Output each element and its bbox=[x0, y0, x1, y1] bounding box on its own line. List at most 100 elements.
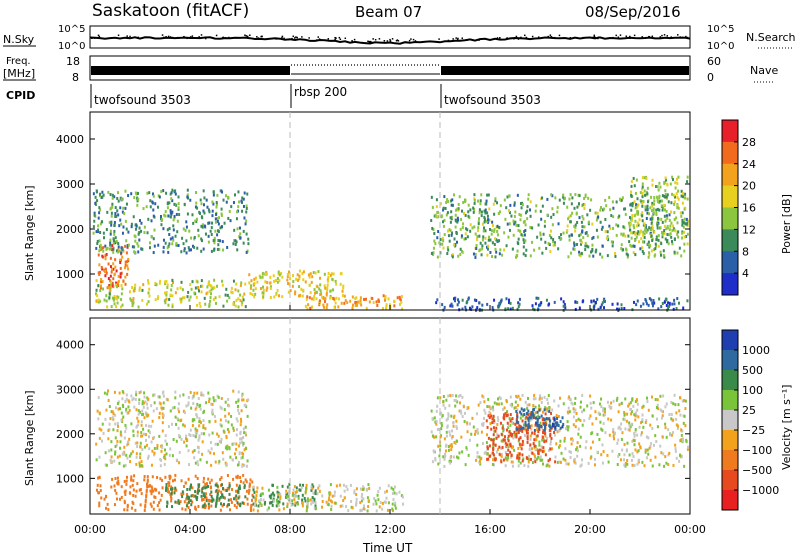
velocity-cell bbox=[470, 432, 473, 436]
noise-dot bbox=[256, 36, 258, 38]
power-cell bbox=[114, 241, 117, 245]
velocity-cell bbox=[101, 439, 104, 443]
power-cell bbox=[306, 307, 309, 311]
velocity-cell bbox=[543, 428, 546, 432]
velocity-cell bbox=[296, 502, 299, 506]
velocity-cell bbox=[98, 455, 101, 459]
power-cell bbox=[681, 236, 684, 240]
velocity-cell bbox=[123, 490, 126, 494]
velocity-cell bbox=[205, 401, 208, 405]
velocity-cell bbox=[159, 498, 162, 502]
power-cell bbox=[298, 277, 301, 281]
power-cell bbox=[464, 305, 467, 309]
power-cell bbox=[327, 275, 330, 279]
noise-dot bbox=[558, 34, 561, 37]
power-cell bbox=[247, 242, 250, 246]
power-cell bbox=[149, 205, 152, 209]
power-cell bbox=[252, 288, 255, 292]
velocity-cell bbox=[185, 434, 188, 438]
power-cell bbox=[550, 193, 553, 197]
velocity-cell bbox=[503, 438, 506, 442]
power-cell bbox=[120, 305, 123, 309]
velocity-cell bbox=[130, 422, 133, 426]
velocity-cell bbox=[453, 399, 456, 403]
velocity-cell bbox=[499, 421, 502, 425]
power-cell bbox=[633, 184, 636, 188]
velocity-cell bbox=[480, 430, 483, 434]
velocity-cell bbox=[459, 409, 462, 413]
velocity-cell bbox=[139, 503, 142, 507]
power-cell bbox=[448, 239, 451, 243]
velocity-cell bbox=[140, 492, 143, 496]
velocity-cell bbox=[447, 414, 450, 418]
power-cell bbox=[646, 206, 649, 210]
power-cell bbox=[176, 230, 179, 234]
power-cell bbox=[489, 227, 492, 231]
power-cell bbox=[473, 201, 476, 205]
power-cell bbox=[259, 287, 262, 291]
power-cell bbox=[186, 193, 189, 197]
power-cell bbox=[125, 239, 128, 243]
velocity-cell bbox=[196, 402, 199, 406]
velocity-cell bbox=[601, 443, 604, 447]
velocity-cell bbox=[141, 402, 144, 406]
colorbar-segment bbox=[722, 251, 738, 274]
velocity-cell bbox=[299, 483, 302, 487]
velocity-cell bbox=[149, 489, 152, 493]
noise-dot bbox=[183, 35, 185, 38]
power-cell bbox=[639, 247, 642, 251]
power-cell bbox=[655, 235, 658, 239]
power-cell bbox=[193, 245, 196, 249]
y-tick-label: 4000 bbox=[56, 133, 84, 146]
velocity-cell bbox=[219, 508, 222, 512]
power-cell bbox=[247, 237, 250, 241]
power-cell bbox=[206, 291, 209, 295]
noise-dot bbox=[169, 36, 172, 38]
power-cell bbox=[220, 207, 223, 211]
power-cell bbox=[186, 212, 189, 216]
velocity-cell bbox=[623, 418, 626, 422]
velocity-cell bbox=[293, 494, 296, 498]
power-cell bbox=[165, 191, 168, 195]
velocity-cell bbox=[195, 413, 198, 417]
velocity-cell bbox=[158, 416, 161, 420]
velocity-cell bbox=[239, 423, 242, 427]
velocity-cell bbox=[525, 431, 528, 435]
power-cell bbox=[524, 223, 527, 227]
velocity-cell bbox=[654, 434, 657, 438]
velocity-cell bbox=[520, 412, 523, 416]
power-cell bbox=[165, 293, 168, 297]
power-cell bbox=[663, 224, 666, 228]
power-cell bbox=[431, 226, 434, 230]
velocity-cell bbox=[205, 460, 208, 464]
velocity-cell bbox=[439, 435, 442, 439]
colorbar-tick-label: −25 bbox=[742, 424, 765, 437]
power-cell bbox=[342, 286, 345, 290]
velocity-cell bbox=[455, 439, 458, 443]
velocity-cell bbox=[539, 455, 542, 459]
velocity-cell bbox=[346, 488, 349, 492]
power-cell bbox=[222, 304, 225, 308]
velocity-cell bbox=[147, 484, 150, 488]
power-cell bbox=[527, 193, 530, 197]
power-cell bbox=[400, 300, 403, 304]
power-cell bbox=[682, 192, 685, 196]
power-cell bbox=[101, 247, 104, 251]
power-cell bbox=[332, 288, 335, 292]
power-cell bbox=[469, 229, 472, 233]
power-cell bbox=[196, 246, 199, 250]
velocity-cell bbox=[180, 479, 183, 483]
power-cell bbox=[637, 230, 640, 234]
velocity-cell bbox=[450, 436, 453, 440]
power-cell bbox=[657, 244, 660, 248]
velocity-cell bbox=[279, 495, 282, 499]
power-cell bbox=[475, 299, 478, 303]
velocity-cell bbox=[185, 497, 188, 501]
power-cell bbox=[653, 196, 656, 200]
power-cell bbox=[683, 242, 686, 246]
velocity-cell bbox=[644, 421, 647, 425]
power-cell bbox=[124, 266, 127, 270]
power-cell bbox=[95, 230, 98, 234]
velocity-cell bbox=[598, 402, 601, 406]
velocity-cell bbox=[127, 411, 130, 415]
